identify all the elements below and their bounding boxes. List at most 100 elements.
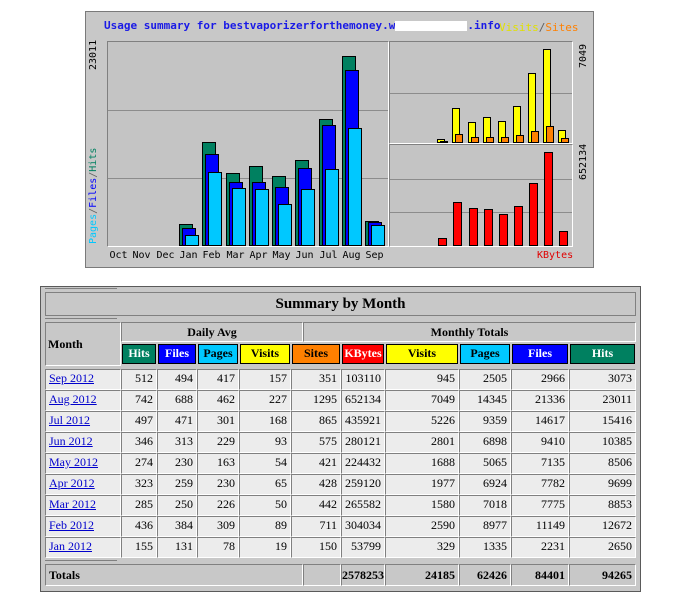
value-cell: 230 — [157, 453, 197, 474]
pages-bar — [348, 128, 362, 246]
value-cell: 462 — [197, 390, 239, 411]
value-cell: 6898 — [459, 432, 511, 453]
totals-value: 84401 — [511, 564, 569, 586]
month-axis-labels: Oct Nov Dec Jan Feb Mar Apr May Jun Jul Aug Sep — [107, 250, 387, 264]
totals-value: 24185 — [385, 564, 459, 586]
month-link[interactable]: Apr 2012 — [49, 476, 95, 490]
value-cell: 512 — [121, 369, 157, 390]
value-cell: 23011 — [569, 390, 636, 411]
value-cell: 3073 — [569, 369, 636, 390]
value-cell: 163 — [197, 453, 239, 474]
month-cell: Apr 2012 — [45, 474, 121, 495]
y-max-visits-label: 7049 — [578, 43, 589, 68]
column-header-pages: Pages — [460, 344, 510, 364]
column-header-files: Files — [158, 344, 196, 364]
ylabel-pages: Pages — [88, 213, 99, 244]
y-axis-legend: Pages/Files/Hits — [88, 148, 99, 244]
value-cell: 9359 — [459, 411, 511, 432]
value-cell: 259 — [157, 474, 197, 495]
sites-bar — [516, 135, 524, 143]
value-cell: 7049 — [385, 390, 459, 411]
value-cell: 494 — [157, 369, 197, 390]
month-link[interactable]: Mar 2012 — [49, 497, 96, 511]
value-cell: 7018 — [459, 495, 511, 516]
value-cell: 226 — [197, 495, 239, 516]
value-cell: 14617 — [511, 411, 569, 432]
value-cell: 9699 — [569, 474, 636, 495]
visits-sites-plot — [389, 41, 573, 144]
redacted-domain-block — [395, 21, 468, 31]
month-link[interactable]: Jul 2012 — [49, 413, 91, 427]
value-cell: 50 — [239, 495, 291, 516]
gridline — [108, 178, 388, 179]
value-cell: 8977 — [459, 516, 511, 537]
month-label: Aug — [342, 250, 361, 261]
value-cell: 168 — [239, 411, 291, 432]
month-label: Jun — [295, 250, 314, 261]
month-link[interactable]: Jun 2012 — [49, 434, 93, 448]
month-cell: Jun 2012 — [45, 432, 121, 453]
value-cell: 8506 — [569, 453, 636, 474]
month-label: Jul — [319, 250, 338, 261]
month-link[interactable]: Sep 2012 — [49, 371, 94, 385]
graph-title: Usage summary for bestvaporizerforthemon… — [104, 19, 501, 32]
value-cell: 155 — [121, 537, 157, 558]
totals-value: 2578253 — [341, 564, 385, 586]
month-link[interactable]: Feb 2012 — [49, 518, 94, 532]
value-cell: 93 — [239, 432, 291, 453]
kbytes-bar — [559, 231, 568, 246]
month-label: Feb — [202, 250, 221, 261]
value-cell: 285 — [121, 495, 157, 516]
pages-bar — [208, 172, 222, 246]
month-cell: Aug 2012 — [45, 390, 121, 411]
month-link[interactable]: May 2012 — [49, 455, 98, 469]
value-cell: 945 — [385, 369, 459, 390]
kbytes-bar — [484, 209, 493, 246]
monthly-totals-header: Monthly Totals — [303, 322, 636, 342]
column-header-hits: Hits — [122, 344, 156, 364]
value-cell: 280121 — [341, 432, 385, 453]
usage-graph-panel: Usage summary for bestvaporizerforthemon… — [85, 11, 594, 268]
ylabel-hits: Hits — [88, 147, 99, 172]
legend-visits: Visits — [499, 21, 539, 34]
sites-bar — [561, 138, 569, 143]
value-cell: 1688 — [385, 453, 459, 474]
value-cell: 1977 — [385, 474, 459, 495]
value-cell: 65 — [239, 474, 291, 495]
column-header-sites: Sites — [292, 344, 340, 364]
value-cell: 688 — [157, 390, 197, 411]
graph-title-prefix: Usage summary for bestvaporizerforthemon… — [104, 19, 396, 32]
month-label: Mar — [226, 250, 245, 261]
month-link[interactable]: Jan 2012 — [49, 539, 92, 553]
graph-title-suffix: .info — [467, 19, 501, 32]
hits-files-pages-plot — [107, 41, 389, 247]
value-cell: 346 — [121, 432, 157, 453]
value-cell: 384 — [157, 516, 197, 537]
legend-sites: Sites — [545, 21, 579, 34]
month-header: Month — [45, 322, 121, 366]
sites-bar — [546, 126, 554, 143]
value-cell: 575 — [291, 432, 341, 453]
totals-value: 62426 — [459, 564, 511, 586]
y-max-kbytes-label: 652134 — [578, 143, 589, 180]
month-cell: Jan 2012 — [45, 537, 121, 558]
value-cell: 5065 — [459, 453, 511, 474]
horizontal-rule — [45, 560, 117, 561]
value-cell: 865 — [291, 411, 341, 432]
month-label: Apr — [249, 250, 268, 261]
sites-bar — [531, 131, 539, 143]
month-label: Sep — [365, 250, 384, 261]
legend-separator: / — [538, 21, 546, 34]
month-link[interactable]: Aug 2012 — [49, 392, 97, 406]
month-label: Oct — [109, 250, 128, 261]
value-cell: 436 — [121, 516, 157, 537]
value-cell: 8853 — [569, 495, 636, 516]
kbytes-bar — [438, 238, 447, 246]
value-cell: 7775 — [511, 495, 569, 516]
value-cell: 5226 — [385, 411, 459, 432]
value-cell: 652134 — [341, 390, 385, 411]
ylabel-separator: / — [88, 207, 99, 214]
value-cell: 150 — [291, 537, 341, 558]
pages-bar — [255, 189, 269, 246]
pages-bar — [232, 188, 246, 246]
